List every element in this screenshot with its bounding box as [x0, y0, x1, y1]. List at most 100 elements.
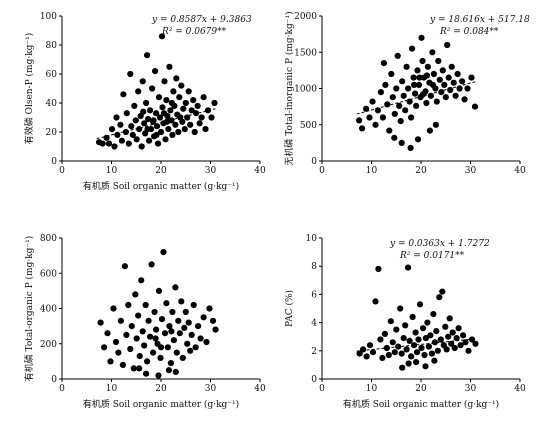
- data-point: [385, 351, 392, 359]
- data-point: [389, 94, 396, 101]
- data-point: [427, 332, 434, 339]
- data-point: [453, 335, 460, 342]
- data-point: [405, 264, 412, 271]
- data-point: [356, 350, 363, 357]
- data-point: [130, 365, 137, 372]
- data-point: [127, 70, 134, 78]
- data-point: [212, 326, 219, 333]
- data-point: [382, 81, 389, 88]
- x-tick-label: 10: [366, 384, 378, 394]
- x-tick-label: 30: [205, 384, 217, 394]
- x-tick-label: 30: [205, 166, 217, 176]
- data-point: [143, 370, 150, 377]
- x-tick-label: 30: [465, 166, 477, 176]
- regression-equation: y = 0.8587x + 9.3863: [151, 15, 252, 25]
- data-point: [175, 317, 182, 324]
- y-tick-label: 0: [311, 157, 317, 167]
- data-point: [437, 336, 444, 343]
- data-point: [113, 114, 120, 121]
- data-point: [398, 350, 405, 357]
- data-point: [118, 137, 125, 144]
- data-point: [141, 120, 148, 127]
- data-point: [424, 319, 431, 326]
- data-point: [179, 354, 186, 361]
- data-point: [206, 305, 213, 312]
- x-axis-label: 有机质 Soil organic matter (g·kg⁻¹): [83, 398, 239, 410]
- data-point: [391, 110, 398, 117]
- regression-equation: y = 0.0363x + 1.7272: [389, 239, 490, 249]
- x-tick-label: 0: [59, 166, 65, 176]
- data-point: [403, 346, 410, 353]
- data-point: [97, 319, 104, 326]
- data-point: [176, 94, 183, 101]
- data-point: [136, 353, 143, 360]
- data-point: [168, 328, 175, 335]
- data-point: [412, 90, 419, 97]
- data-point: [394, 52, 401, 60]
- data-point: [432, 121, 439, 128]
- data-point: [468, 74, 475, 81]
- y-tick-label: 800: [40, 234, 57, 244]
- data-point: [107, 358, 114, 365]
- data-point: [431, 357, 438, 364]
- data-point: [400, 335, 407, 342]
- data-point: [138, 277, 145, 284]
- data-point: [411, 81, 418, 88]
- data-point: [408, 114, 415, 121]
- data-point: [360, 346, 367, 353]
- data-point: [391, 349, 398, 356]
- y-tick-label: 500: [300, 121, 317, 131]
- data-point: [157, 354, 164, 361]
- r-squared-label: R² = 0.084**: [439, 27, 499, 37]
- data-point: [150, 349, 157, 356]
- data-point: [200, 314, 207, 321]
- data-point: [421, 351, 428, 359]
- data-point: [175, 128, 182, 136]
- data-point: [112, 338, 120, 346]
- data-point: [172, 121, 179, 128]
- data-point: [164, 344, 171, 351]
- data-point: [447, 86, 454, 94]
- data-point: [452, 92, 459, 99]
- data-point: [159, 104, 166, 111]
- x-tick-label: 20: [415, 384, 427, 394]
- data-point: [388, 70, 395, 78]
- data-point: [165, 126, 172, 133]
- data-point: [426, 127, 433, 134]
- x-tick-label: 40: [254, 384, 266, 394]
- data-point: [448, 340, 455, 347]
- data-point: [128, 123, 135, 130]
- data-point: [451, 344, 458, 352]
- data-point: [133, 136, 140, 143]
- data-point: [132, 291, 139, 298]
- data-point: [135, 312, 142, 319]
- data-point: [105, 140, 113, 147]
- data-point: [413, 349, 421, 356]
- data-point: [418, 34, 425, 41]
- data-point: [423, 72, 430, 79]
- data-point: [99, 140, 106, 147]
- data-point: [439, 288, 446, 295]
- data-point: [436, 294, 443, 301]
- data-point: [133, 335, 140, 342]
- data-point: [422, 363, 429, 370]
- data-point: [406, 98, 413, 105]
- y-tick-label: 6: [311, 290, 317, 300]
- data-point: [375, 265, 382, 273]
- y-axis-label: 有机磷 Total-organic P (mg·kg⁻¹): [23, 236, 35, 382]
- data-point: [403, 63, 410, 70]
- data-point: [182, 99, 189, 107]
- data-point: [431, 339, 438, 346]
- data-point: [153, 131, 160, 138]
- y-tick-label: 40: [46, 99, 58, 109]
- data-point: [184, 340, 191, 347]
- data-point: [155, 372, 162, 379]
- data-point: [399, 78, 406, 85]
- r-squared-label: R² = 0.0171**: [399, 251, 465, 261]
- data-point: [108, 126, 116, 133]
- data-point: [363, 353, 370, 360]
- data-point: [402, 107, 409, 114]
- data-point: [433, 328, 440, 335]
- data-point: [132, 117, 139, 124]
- data-point: [153, 123, 161, 130]
